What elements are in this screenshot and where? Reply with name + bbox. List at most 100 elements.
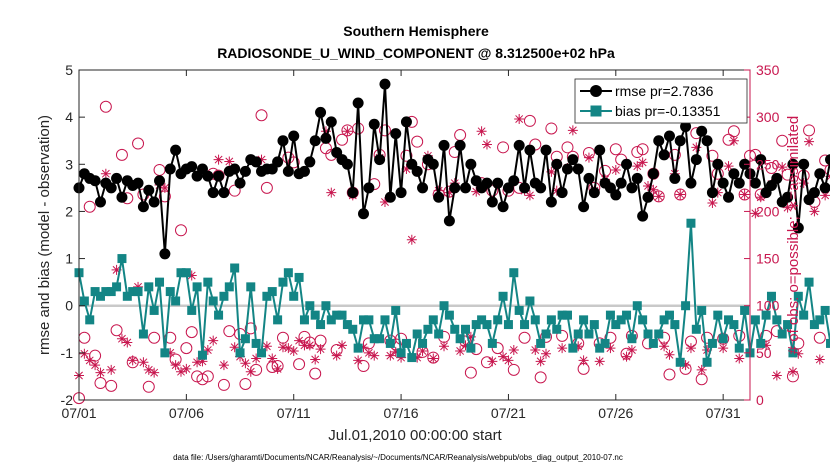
y-axis-left: -2 -1 0 1 2 3 4 5 xyxy=(61,62,85,408)
rmse-point xyxy=(250,156,262,168)
assimilated-point xyxy=(143,364,154,375)
bias-point xyxy=(203,277,213,287)
bias-point xyxy=(697,305,707,315)
bias-point xyxy=(686,218,696,228)
bias-point xyxy=(788,348,798,358)
chart-title: Southern Hemisphere xyxy=(343,23,489,39)
assimilated-point xyxy=(632,161,643,172)
assimilated-point xyxy=(524,190,535,201)
possible-point xyxy=(148,331,161,344)
rmse-point xyxy=(347,187,359,199)
assimilated-point xyxy=(535,356,546,367)
rmse-point xyxy=(282,165,294,177)
rmse-point xyxy=(637,210,649,222)
rmse-point xyxy=(417,182,429,194)
bias-point xyxy=(729,320,739,330)
bias-point xyxy=(638,315,648,325)
assimilated-point xyxy=(90,360,101,371)
assimilated-point xyxy=(723,161,734,172)
assimilated-point xyxy=(186,270,197,281)
bias-point xyxy=(471,320,481,330)
bias-point xyxy=(573,329,583,339)
rmse-point xyxy=(379,78,391,90)
rmse-point xyxy=(626,182,638,194)
rmse-point xyxy=(658,149,670,161)
bias-point xyxy=(240,334,250,344)
y-axis-right-label: # of obs: o=possible; ∗=assimilated xyxy=(785,116,802,355)
assimilated-point xyxy=(707,197,718,208)
rmse-point xyxy=(395,187,407,199)
assimilated-point xyxy=(159,182,170,193)
assimilated-point xyxy=(363,347,374,358)
rmse-point xyxy=(690,154,702,166)
bias-point xyxy=(627,334,637,344)
rmse-point xyxy=(771,172,783,184)
possible-point xyxy=(765,162,778,175)
bias-point xyxy=(85,315,95,325)
bias-point xyxy=(761,310,771,320)
data-file-footer: data file: /Users/gharamti/Documents/NCA… xyxy=(173,453,623,462)
possible-point xyxy=(491,342,504,355)
assimilated-point xyxy=(594,356,605,367)
assimilated-point xyxy=(337,340,348,351)
bias-point xyxy=(589,320,599,330)
possible-point xyxy=(239,377,252,390)
assimilated-point xyxy=(213,154,224,165)
bias-point xyxy=(439,301,449,311)
bias-point xyxy=(181,268,191,278)
assimilated-point xyxy=(353,355,364,366)
rmse-point xyxy=(572,163,584,175)
y-right-tick-label: 150 xyxy=(756,251,780,267)
possible-point xyxy=(260,181,273,194)
bias-point xyxy=(756,338,766,348)
bias-point xyxy=(79,296,89,306)
rmse-point xyxy=(325,116,337,128)
y-tick-label: 1 xyxy=(65,251,73,267)
legend: rmse pr=2.7836 bias pr=-0.13351 xyxy=(574,78,748,124)
bias-point xyxy=(525,296,535,306)
possible-point xyxy=(706,149,719,162)
rmse-point xyxy=(449,182,461,194)
bias-point xyxy=(584,329,594,339)
assimilated-point xyxy=(728,135,739,146)
assimilated-point xyxy=(342,126,353,137)
rmse-point xyxy=(132,177,144,189)
assimilated-point xyxy=(111,264,122,275)
assimilated-point xyxy=(170,360,181,371)
bias-point xyxy=(321,301,331,311)
bias-point xyxy=(546,315,556,325)
rmse-point xyxy=(363,182,375,194)
bias-point xyxy=(112,282,122,292)
rmse-point xyxy=(717,177,729,189)
bias-point xyxy=(133,287,143,297)
rmse-point xyxy=(465,158,477,170)
assimilated-point xyxy=(680,360,691,371)
bias-point xyxy=(353,343,363,353)
bias-point xyxy=(106,287,116,297)
bias-point xyxy=(466,343,476,353)
assimilated-point xyxy=(369,350,380,361)
bias-point xyxy=(579,315,589,325)
possible-point xyxy=(518,331,531,344)
bias-point xyxy=(595,343,605,353)
assimilated-point xyxy=(272,363,283,374)
assimilated-point xyxy=(503,355,514,366)
rmse-point xyxy=(669,172,681,184)
rmse-point xyxy=(497,201,509,213)
rmse-point xyxy=(567,154,579,166)
assimilated-point xyxy=(643,180,654,191)
assimilated-point xyxy=(610,164,621,175)
bias-point xyxy=(283,268,293,278)
possible-point xyxy=(776,134,789,147)
assimilated-point xyxy=(777,162,788,173)
bias-point xyxy=(536,338,546,348)
possible-point xyxy=(287,156,300,169)
assimilated-point xyxy=(208,335,219,346)
rmse-point xyxy=(787,158,799,170)
bias-point xyxy=(514,305,524,315)
bias-point xyxy=(305,301,315,311)
rmse-point xyxy=(642,191,654,203)
rmse-point xyxy=(411,165,423,177)
rmse-point xyxy=(143,184,155,196)
assimilated-point xyxy=(100,168,111,179)
